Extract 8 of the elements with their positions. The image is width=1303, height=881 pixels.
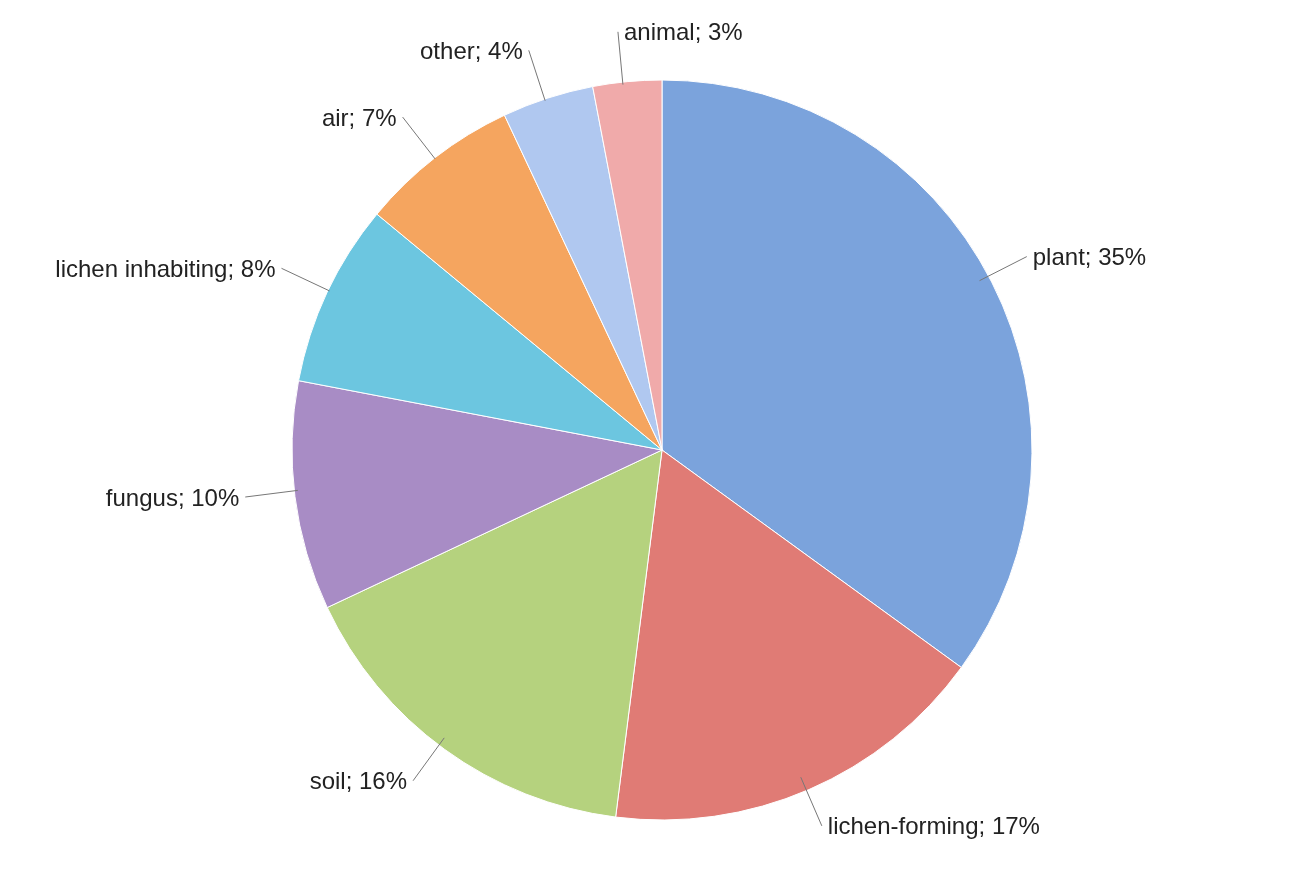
- slice-label: soil; 16%: [309, 767, 408, 795]
- slice-label: animal; 3%: [623, 18, 743, 46]
- slice-label: plant; 35%: [1032, 243, 1147, 271]
- slice-label: lichen inhabiting; 8%: [55, 254, 276, 282]
- slice-label: other; 4%: [420, 36, 523, 64]
- slice-label: lichen-forming; 17%: [827, 812, 1040, 840]
- slice-label: air; 7%: [321, 103, 397, 131]
- slice-label: fungus; 10%: [105, 483, 240, 511]
